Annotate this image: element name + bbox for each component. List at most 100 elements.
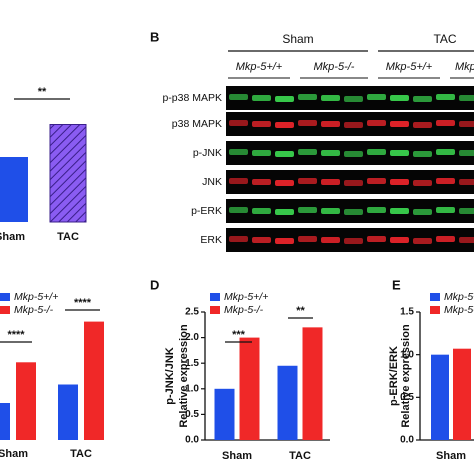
blot-band	[436, 120, 455, 126]
blot-band	[436, 178, 455, 184]
blot-band	[275, 96, 294, 102]
panel-letter: E	[392, 277, 401, 292]
legend-swatch	[0, 293, 10, 301]
bar	[0, 403, 10, 440]
blot-row-label: p-ERK	[191, 205, 222, 217]
bar	[277, 365, 298, 440]
blot-band	[229, 207, 248, 213]
blot-band	[459, 208, 474, 214]
blot-band	[367, 120, 386, 126]
blot-band	[321, 237, 340, 243]
x-tick-label: Sham	[0, 231, 25, 243]
y-tick-label: 0.0	[185, 435, 199, 446]
y-tick-label: 2.0	[185, 332, 199, 343]
blot-band	[459, 150, 474, 156]
legend-label: Mkp-5-/-	[14, 304, 54, 316]
blot-band	[321, 95, 340, 101]
blot-band	[298, 149, 317, 155]
blot-band	[344, 209, 363, 215]
blot-band	[298, 236, 317, 242]
blot-band	[229, 236, 248, 242]
blot-band	[229, 178, 248, 184]
y-tick-label: 0.0	[400, 435, 414, 446]
x-tick-label: Sham	[222, 450, 252, 462]
blot-band	[275, 180, 294, 186]
blot-band	[459, 121, 474, 127]
blot-band	[459, 179, 474, 185]
legend-swatch	[0, 306, 10, 314]
legend-label: Mkp-5-/-	[224, 304, 264, 316]
blot-band	[390, 121, 409, 127]
blot-band	[321, 150, 340, 156]
blot-band	[275, 209, 294, 215]
blot-band	[390, 208, 409, 214]
y-axis-title: Relative expression	[178, 324, 190, 428]
blot-row-label: JNK	[202, 176, 222, 188]
blot-band	[229, 120, 248, 126]
blot-band	[390, 179, 409, 185]
genotype-label: Mkp-5-/-	[455, 61, 474, 73]
blot-band	[436, 149, 455, 155]
legend-label: Mkp-5-/-	[444, 304, 474, 316]
significance-label: **	[296, 305, 305, 317]
bar-hatch	[49, 124, 87, 223]
blot-band	[344, 122, 363, 128]
x-tick-label: TAC	[57, 231, 79, 243]
blot-band	[252, 237, 271, 243]
significance-label: ****	[74, 297, 92, 309]
bar	[84, 321, 104, 440]
panel-letter: B	[150, 29, 159, 44]
blot-band	[367, 94, 386, 100]
blot-band	[298, 120, 317, 126]
blot-band	[275, 238, 294, 244]
y-tick-label: 1.0	[400, 349, 414, 360]
legend-swatch	[430, 293, 440, 301]
y-tick-label: 0.5	[400, 392, 414, 403]
blot-band	[344, 238, 363, 244]
blot-band	[367, 178, 386, 184]
legend-label: Mkp-5+/+	[14, 291, 58, 303]
bar	[302, 327, 323, 440]
blot-band	[413, 151, 432, 157]
blot-band	[344, 151, 363, 157]
legend-swatch	[210, 293, 220, 301]
genotype-label: Mkp-5-/-	[314, 61, 355, 73]
blot-band	[321, 208, 340, 214]
legend-label: Mkp-5+/+	[224, 291, 268, 303]
condition-label: TAC	[433, 32, 456, 46]
blot-row-label: p-p38 MAPK	[162, 92, 222, 104]
bar	[453, 348, 471, 440]
blot-row-label: p38 MAPK	[172, 118, 222, 130]
y-tick-label: 1.5	[185, 358, 199, 369]
blot-band	[344, 180, 363, 186]
significance-label: ****	[7, 329, 25, 341]
blot-band	[321, 121, 340, 127]
blot-band	[252, 179, 271, 185]
y-axis-title: p-JNK/JNK	[164, 347, 176, 405]
y-axis-title: Relative expression	[400, 324, 412, 428]
blot-band	[321, 179, 340, 185]
legend-swatch	[430, 306, 440, 314]
blot-band	[252, 121, 271, 127]
y-tick-label: 1.5	[400, 307, 414, 318]
y-tick-label: 0.5	[185, 409, 199, 420]
x-tick-label: TAC	[70, 448, 92, 460]
x-tick-label: Sham	[436, 450, 466, 462]
significance-label: ***	[232, 329, 246, 341]
blot-band	[367, 236, 386, 242]
blot-band	[252, 95, 271, 101]
x-tick-label: Sham	[0, 448, 28, 460]
blot-band	[459, 237, 474, 243]
blot-band	[298, 207, 317, 213]
y-tick-label: 2.5	[185, 307, 199, 318]
blot-band	[252, 150, 271, 156]
bar	[239, 337, 260, 440]
blot-band	[390, 237, 409, 243]
bar	[431, 354, 449, 440]
blot-band	[459, 95, 474, 101]
panel-letter: D	[150, 277, 159, 292]
significance-label: **	[38, 86, 47, 98]
blot-band	[413, 122, 432, 128]
blot-band	[298, 178, 317, 184]
blot-band	[436, 94, 455, 100]
